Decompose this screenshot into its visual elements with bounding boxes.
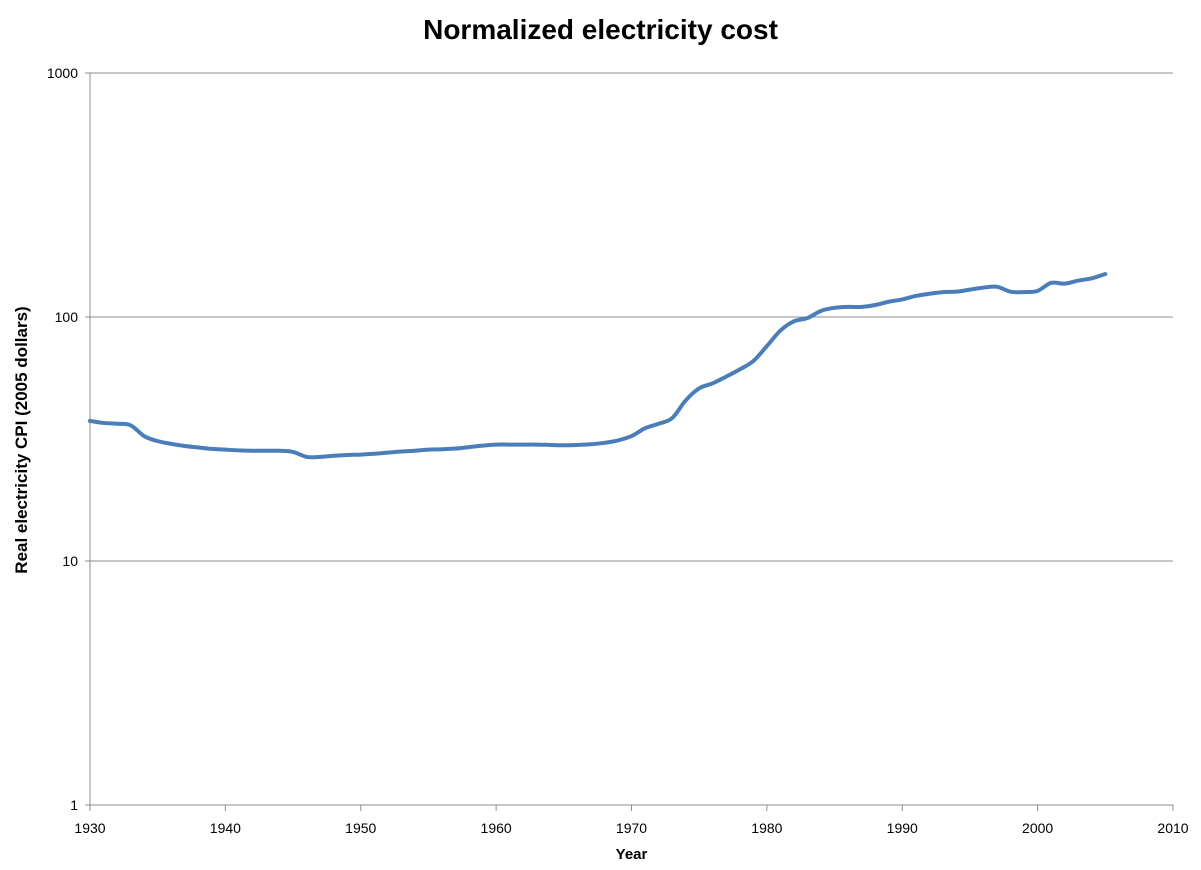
x-tick-label: 1970 — [616, 820, 647, 836]
series-line — [88, 272, 1108, 460]
x-tick-label: 1950 — [345, 820, 376, 836]
y-tick-label: 1 — [70, 797, 78, 813]
y-tick-label: 10 — [62, 553, 78, 569]
x-axis-label: Year — [615, 846, 648, 863]
x-tick-label: 1990 — [887, 820, 918, 836]
chart-title: Normalized electricity cost — [423, 14, 778, 45]
x-tick-label: 1930 — [74, 820, 105, 836]
x-tick-label: 2010 — [1157, 820, 1188, 836]
y-tick-label: 100 — [55, 309, 79, 325]
y-tick-label: 1000 — [47, 65, 78, 81]
x-tick-label: 2000 — [1022, 820, 1053, 836]
x-tick-label: 1940 — [210, 820, 241, 836]
x-tick-label: 1980 — [751, 820, 782, 836]
x-tick-label: 1960 — [481, 820, 512, 836]
